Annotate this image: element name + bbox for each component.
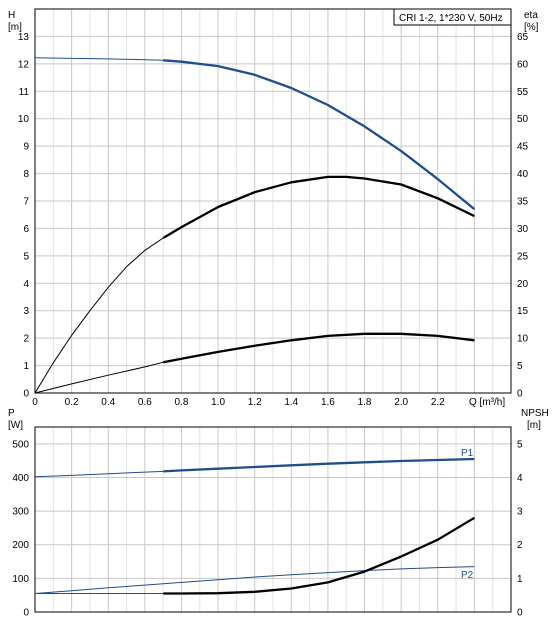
series-label-p1: P1 <box>461 448 474 459</box>
x-tick-label: 1.0 <box>211 397 225 408</box>
top-plot-frame <box>34 8 512 394</box>
y-right-label-top-2: [%] <box>524 22 539 33</box>
y-right-tick-label: 50 <box>517 114 529 125</box>
y-left-tick-label: 9 <box>23 142 29 153</box>
series-label-p2: P2 <box>461 570 474 581</box>
y-left-label-top-1: H <box>8 10 15 21</box>
top-series <box>34 57 476 394</box>
y-left-tick-label: 0 <box>23 389 29 400</box>
y-right-tick-label: 15 <box>517 306 529 317</box>
x-axis-label: Q [m³/h] <box>469 397 505 408</box>
x-tick-label: 1.4 <box>284 397 298 408</box>
series-line-thin <box>34 470 164 478</box>
y-left-tick-label: 2 <box>23 334 29 345</box>
y-right-tick-label: 4 <box>517 473 523 484</box>
y-right-tick-label: 3 <box>517 507 523 518</box>
y-left-tick-label: 200 <box>12 540 29 551</box>
y-left-tick-label: 12 <box>18 59 30 70</box>
y-right-tick-label: 35 <box>517 197 529 208</box>
series-line-thin <box>34 237 164 394</box>
y-right-tick-label: 40 <box>517 169 529 180</box>
series-line-thin <box>34 566 475 594</box>
y-right-tick-label: 5 <box>517 361 523 372</box>
y-right-tick-label: 0 <box>517 608 523 619</box>
bottom-grid <box>35 427 511 613</box>
y-right-tick-label: 10 <box>517 334 529 345</box>
x-tick-label: 2.2 <box>431 397 445 408</box>
x-tick-label: 0.6 <box>138 397 152 408</box>
x-tick-label: 0.2 <box>65 397 79 408</box>
y-right-tick-label: 45 <box>517 142 529 153</box>
y-right-label-top-1: eta <box>524 10 538 21</box>
y-left-tick-label: 300 <box>12 507 29 518</box>
y-left-tick-label: 7 <box>23 197 29 208</box>
series-line-thin <box>34 57 164 61</box>
bottom-y-left-tick-labels: 0 100 200 300 400 500 <box>12 439 29 618</box>
y-left-tick-label: 5 <box>23 251 29 262</box>
y-left-label-bottom-1: P <box>8 408 15 419</box>
series-line <box>163 59 476 211</box>
top-y-right-tick-labels: 0 5 10 15 20 25 30 35 40 45 50 55 60 65 <box>517 32 529 400</box>
series-line <box>162 332 475 364</box>
y-right-tick-label: 30 <box>517 224 529 235</box>
x-tick-label: 0 <box>32 397 38 408</box>
y-left-tick-label: 1 <box>23 361 29 372</box>
chart-title: CRI 1-2, 1*230 V, 50Hz <box>399 13 503 24</box>
y-left-tick-label: 100 <box>12 574 29 585</box>
y-right-tick-label: 25 <box>517 251 529 262</box>
y-right-tick-label: 55 <box>517 87 529 98</box>
series-line <box>163 457 475 473</box>
y-left-tick-label: 400 <box>12 473 29 484</box>
bottom-y-right-tick-labels: 0 1 2 3 4 5 <box>517 439 523 618</box>
top-x-tick-labels: 0 0.2 0.4 0.6 0.8 1.0 1.2 1.4 1.6 1.8 2.0 2.2 <box>32 397 445 408</box>
bottom-chart: 0 100 200 300 400 500 0 1 2 3 4 5 P [W] NPSH [m] P… <box>8 408 549 619</box>
series-line <box>162 175 475 239</box>
y-left-tick-label: 11 <box>19 87 30 98</box>
y-left-tick-label: 8 <box>23 169 29 180</box>
y-right-tick-label: 60 <box>517 59 529 70</box>
x-tick-label: 1.8 <box>358 397 372 408</box>
y-right-label-bottom-2: [m] <box>527 420 541 431</box>
x-tick-label: 0.8 <box>175 397 189 408</box>
y-left-tick-label: 6 <box>23 224 29 235</box>
series-line-thin <box>34 361 164 394</box>
y-right-tick-label: 20 <box>517 279 529 290</box>
y-right-tick-label: 2 <box>517 540 523 551</box>
y-right-label-bottom-1: NPSH <box>521 408 549 419</box>
y-right-tick-label: 1 <box>517 574 523 585</box>
series-line <box>163 516 475 595</box>
bottom-plot-frame <box>34 426 512 613</box>
top-chart: 0 0.2 0.4 0.6 0.8 1.0 1.2 1.4 1.6 1.8 2.0 2.2 01234… <box>8 8 539 408</box>
x-tick-label: 2.0 <box>394 397 408 408</box>
y-left-tick-label: 3 <box>23 306 29 317</box>
y-right-tick-label: 5 <box>517 439 523 450</box>
y-left-tick-label: 500 <box>12 439 29 450</box>
x-tick-label: 1.6 <box>321 397 335 408</box>
y-left-tick-label: 13 <box>18 32 30 43</box>
bottom-series <box>34 457 475 595</box>
y-left-tick-label: 10 <box>18 114 30 125</box>
x-tick-label: 1.2 <box>248 397 262 408</box>
y-left-label-top-2: [m] <box>8 22 22 33</box>
top-grid <box>35 9 511 394</box>
y-left-label-bottom-2: [W] <box>8 420 23 431</box>
title-box <box>393 8 512 26</box>
x-tick-label: 0.4 <box>101 397 115 408</box>
y-right-tick-label: 0 <box>517 389 523 400</box>
y-left-tick-label: 4 <box>23 279 29 290</box>
y-right-tick-label: 65 <box>517 32 529 43</box>
y-left-tick-label: 0 <box>23 608 29 619</box>
